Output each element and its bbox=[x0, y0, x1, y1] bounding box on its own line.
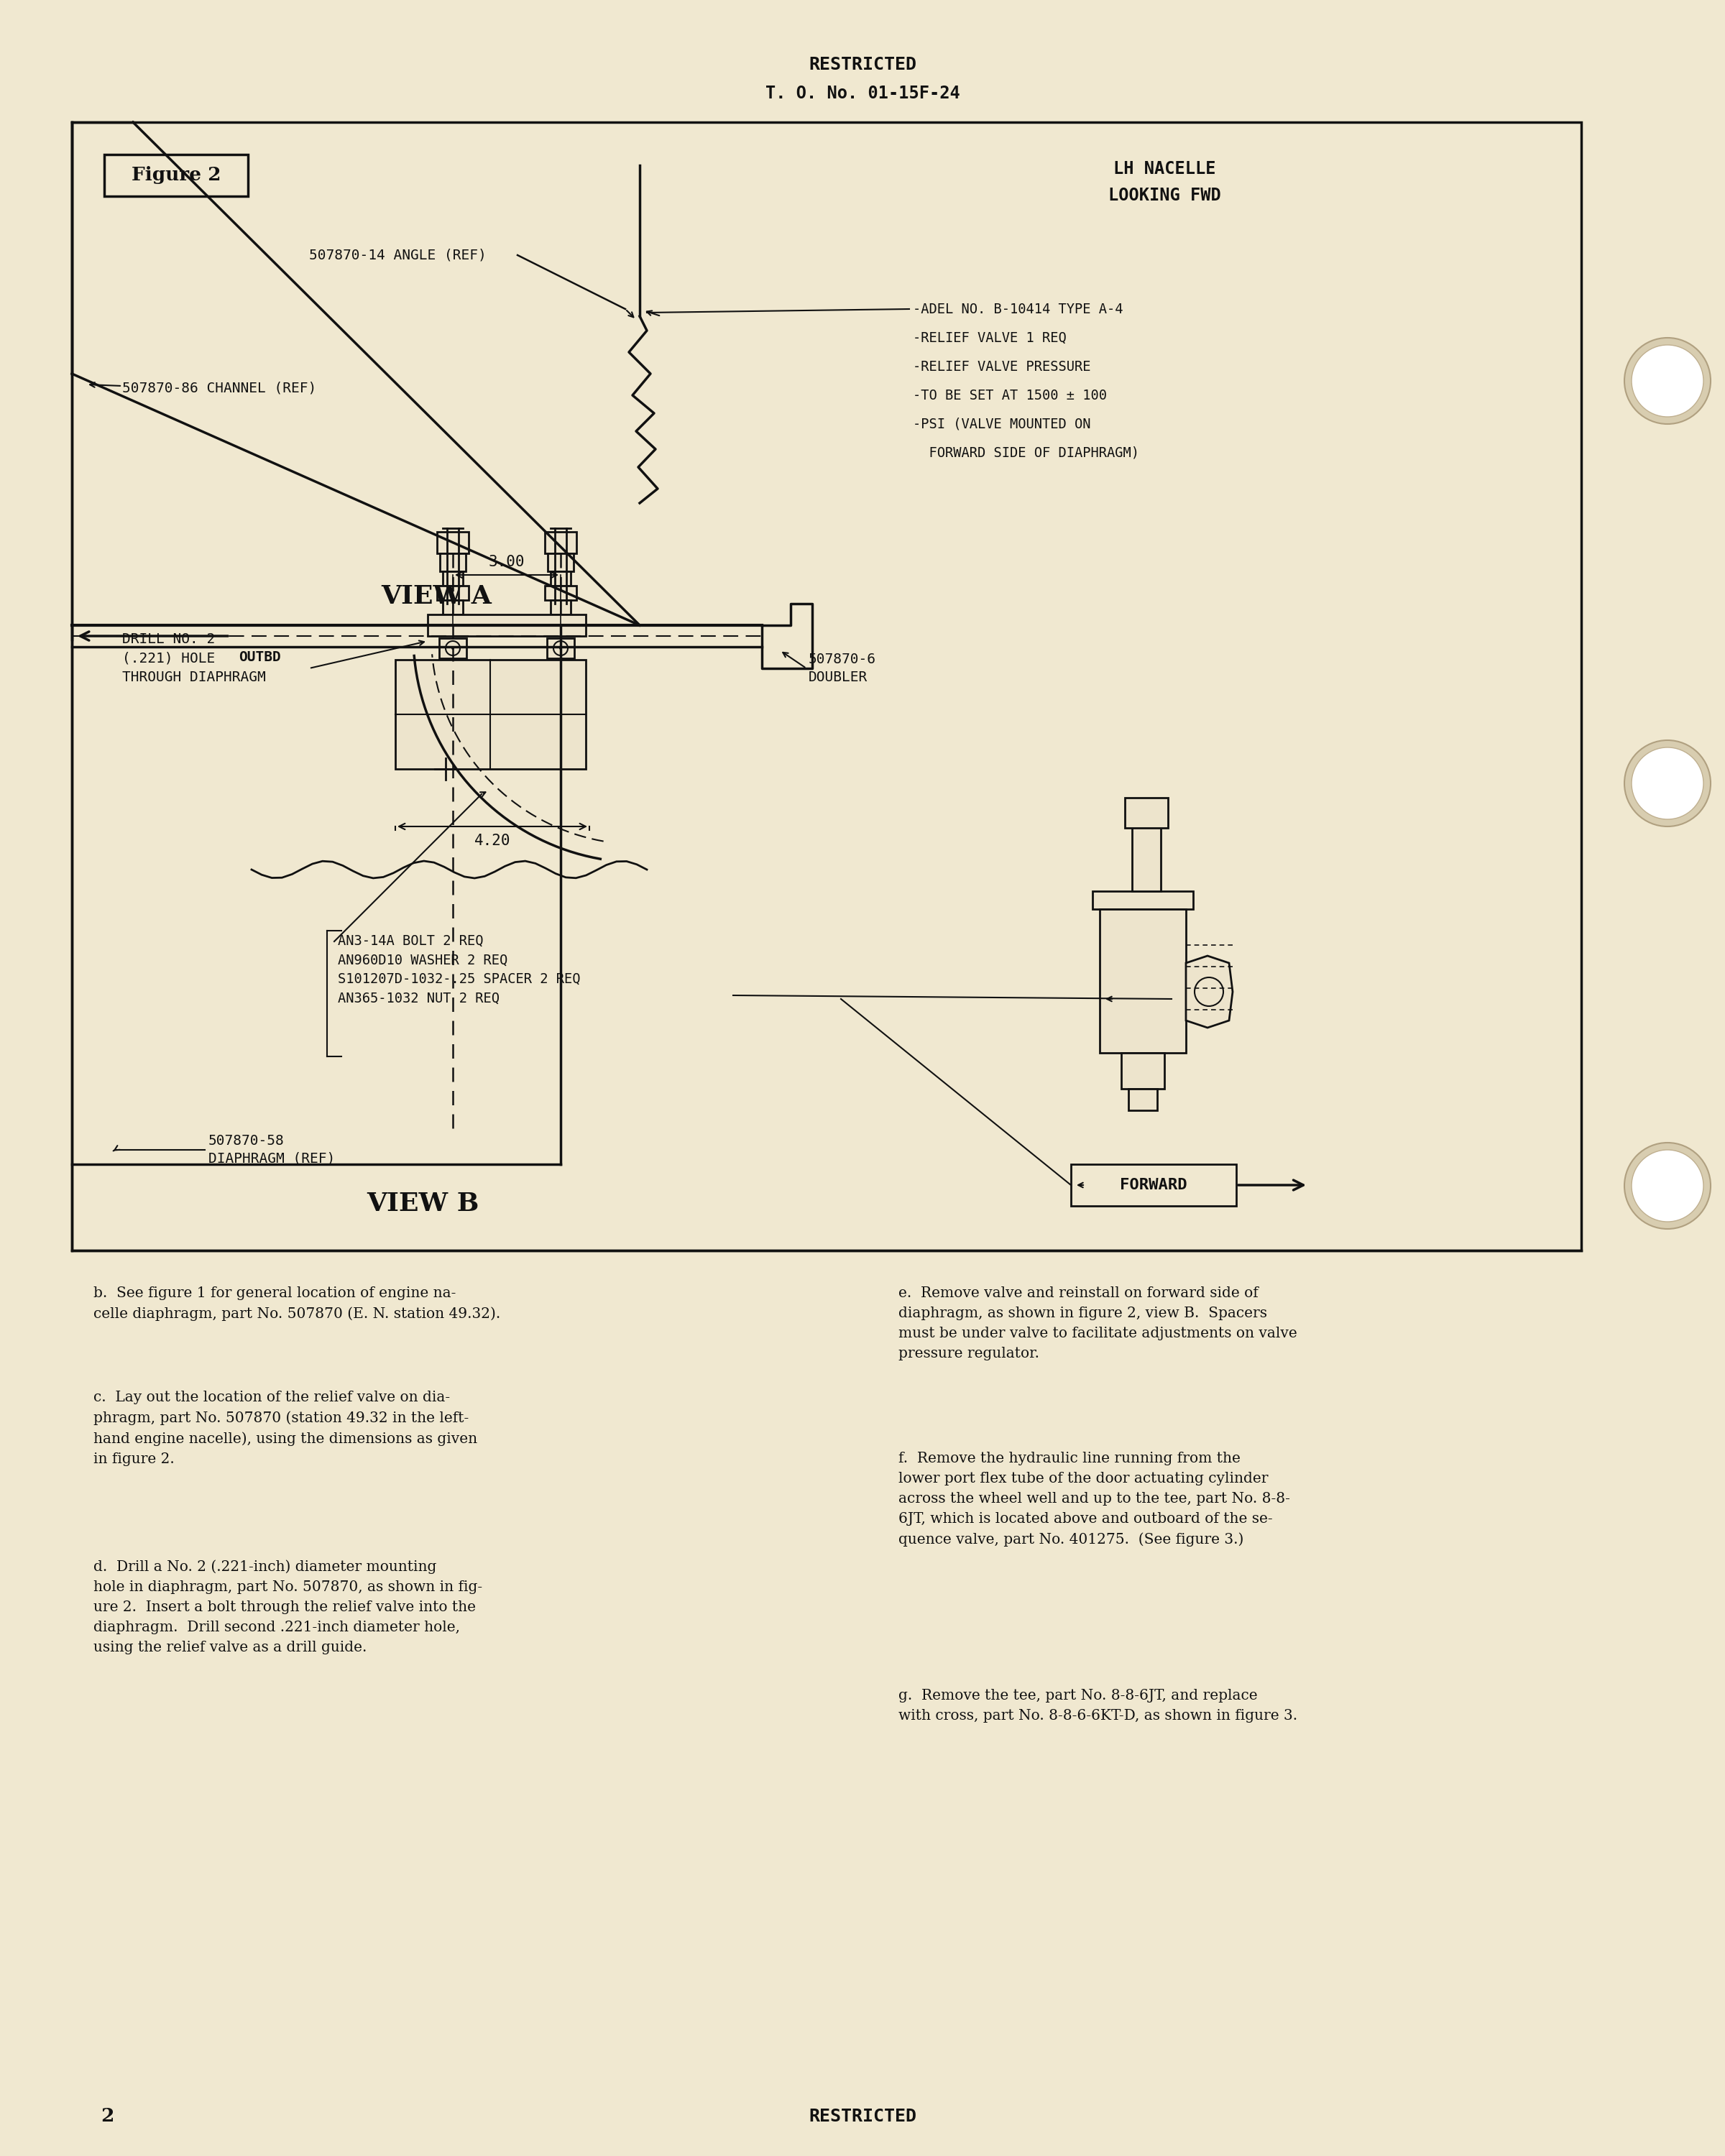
Text: LH NACELLE: LH NACELLE bbox=[1113, 160, 1216, 177]
Polygon shape bbox=[436, 586, 469, 599]
Polygon shape bbox=[443, 599, 462, 614]
Text: 507870-6
DOUBLER: 507870-6 DOUBLER bbox=[809, 653, 876, 683]
Text: OUTBD: OUTBD bbox=[238, 651, 281, 664]
Circle shape bbox=[452, 647, 454, 649]
Text: -RELIEF VALVE 1 REQ: -RELIEF VALVE 1 REQ bbox=[913, 332, 1066, 345]
Polygon shape bbox=[550, 571, 571, 586]
Circle shape bbox=[1625, 740, 1711, 826]
Polygon shape bbox=[1132, 826, 1161, 890]
Polygon shape bbox=[1128, 1089, 1157, 1110]
Polygon shape bbox=[1092, 890, 1194, 910]
Polygon shape bbox=[1101, 910, 1187, 1052]
Text: -PSI (VALVE MOUNTED ON: -PSI (VALVE MOUNTED ON bbox=[913, 418, 1090, 431]
Circle shape bbox=[559, 647, 562, 649]
Polygon shape bbox=[545, 586, 576, 599]
Text: -ADEL NO. B-10414 TYPE A-4: -ADEL NO. B-10414 TYPE A-4 bbox=[913, 302, 1123, 317]
Text: 2: 2 bbox=[100, 2109, 114, 2126]
Text: g.  Remove the tee, part No. 8-8-6JT, and replace
with cross, part No. 8-8-6-6KT: g. Remove the tee, part No. 8-8-6JT, and… bbox=[899, 1688, 1297, 1723]
Text: T. O. No. 01-15F-24: T. O. No. 01-15F-24 bbox=[766, 84, 959, 101]
Text: RESTRICTED: RESTRICTED bbox=[809, 2109, 916, 2126]
Text: FORWARD: FORWARD bbox=[1120, 1177, 1187, 1192]
Text: VIEW A: VIEW A bbox=[381, 584, 492, 608]
Text: FORWARD SIDE OF DIAPHRAGM): FORWARD SIDE OF DIAPHRAGM) bbox=[913, 446, 1139, 459]
Text: c.  Lay out the location of the relief valve on dia-
phragm, part No. 507870 (st: c. Lay out the location of the relief va… bbox=[93, 1391, 478, 1466]
Text: f.  Remove the hydraulic line running from the
lower port flex tube of the door : f. Remove the hydraulic line running fro… bbox=[899, 1451, 1290, 1546]
Circle shape bbox=[1625, 338, 1711, 425]
Text: 507870-14 ANGLE (REF): 507870-14 ANGLE (REF) bbox=[309, 248, 486, 263]
Circle shape bbox=[1632, 748, 1704, 819]
Text: 3.00: 3.00 bbox=[488, 554, 524, 569]
Polygon shape bbox=[440, 638, 466, 658]
Text: -RELIEF VALVE PRESSURE: -RELIEF VALVE PRESSURE bbox=[913, 360, 1090, 373]
Polygon shape bbox=[547, 638, 574, 658]
Polygon shape bbox=[545, 533, 576, 554]
Text: LOOKING FWD: LOOKING FWD bbox=[1107, 188, 1221, 205]
Circle shape bbox=[1625, 1143, 1711, 1229]
Text: Figure 2: Figure 2 bbox=[131, 166, 221, 185]
Text: -TO BE SET AT 1500 ± 100: -TO BE SET AT 1500 ± 100 bbox=[913, 388, 1107, 401]
Polygon shape bbox=[1187, 955, 1233, 1028]
Text: 507870-58
DIAPHRAGM (REF): 507870-58 DIAPHRAGM (REF) bbox=[209, 1134, 335, 1166]
Polygon shape bbox=[1125, 798, 1168, 828]
Polygon shape bbox=[550, 599, 571, 614]
Text: b.  See figure 1 for general location of engine na-
celle diaphragm, part No. 50: b. See figure 1 for general location of … bbox=[93, 1287, 500, 1322]
Text: RESTRICTED: RESTRICTED bbox=[809, 56, 916, 73]
Text: AN3-14A BOLT 2 REQ
AN960D10 WASHER 2 REQ
S101207D-1032-.25 SPACER 2 REQ
AN365-10: AN3-14A BOLT 2 REQ AN960D10 WASHER 2 REQ… bbox=[338, 934, 580, 1005]
Polygon shape bbox=[436, 533, 469, 554]
Text: e.  Remove valve and reinstall on forward side of
diaphragm, as shown in figure : e. Remove valve and reinstall on forward… bbox=[899, 1287, 1297, 1360]
Polygon shape bbox=[549, 554, 573, 571]
Text: 507870-86 CHANNEL (REF): 507870-86 CHANNEL (REF) bbox=[122, 382, 316, 395]
Text: d.  Drill a No. 2 (.221-inch) diameter mounting
hole in diaphragm, part No. 5078: d. Drill a No. 2 (.221-inch) diameter mo… bbox=[93, 1559, 483, 1654]
Polygon shape bbox=[428, 614, 587, 636]
Text: 4.20: 4.20 bbox=[474, 834, 511, 847]
Circle shape bbox=[1632, 1149, 1704, 1222]
Circle shape bbox=[1632, 345, 1704, 416]
Text: DRILL NO. 2
(.221) HOLE
THROUGH DIAPHRAGM: DRILL NO. 2 (.221) HOLE THROUGH DIAPHRAG… bbox=[122, 632, 266, 683]
Polygon shape bbox=[443, 571, 462, 586]
Polygon shape bbox=[440, 554, 466, 571]
Polygon shape bbox=[395, 660, 586, 770]
Text: VIEW B: VIEW B bbox=[367, 1192, 480, 1216]
Polygon shape bbox=[1121, 1052, 1164, 1089]
